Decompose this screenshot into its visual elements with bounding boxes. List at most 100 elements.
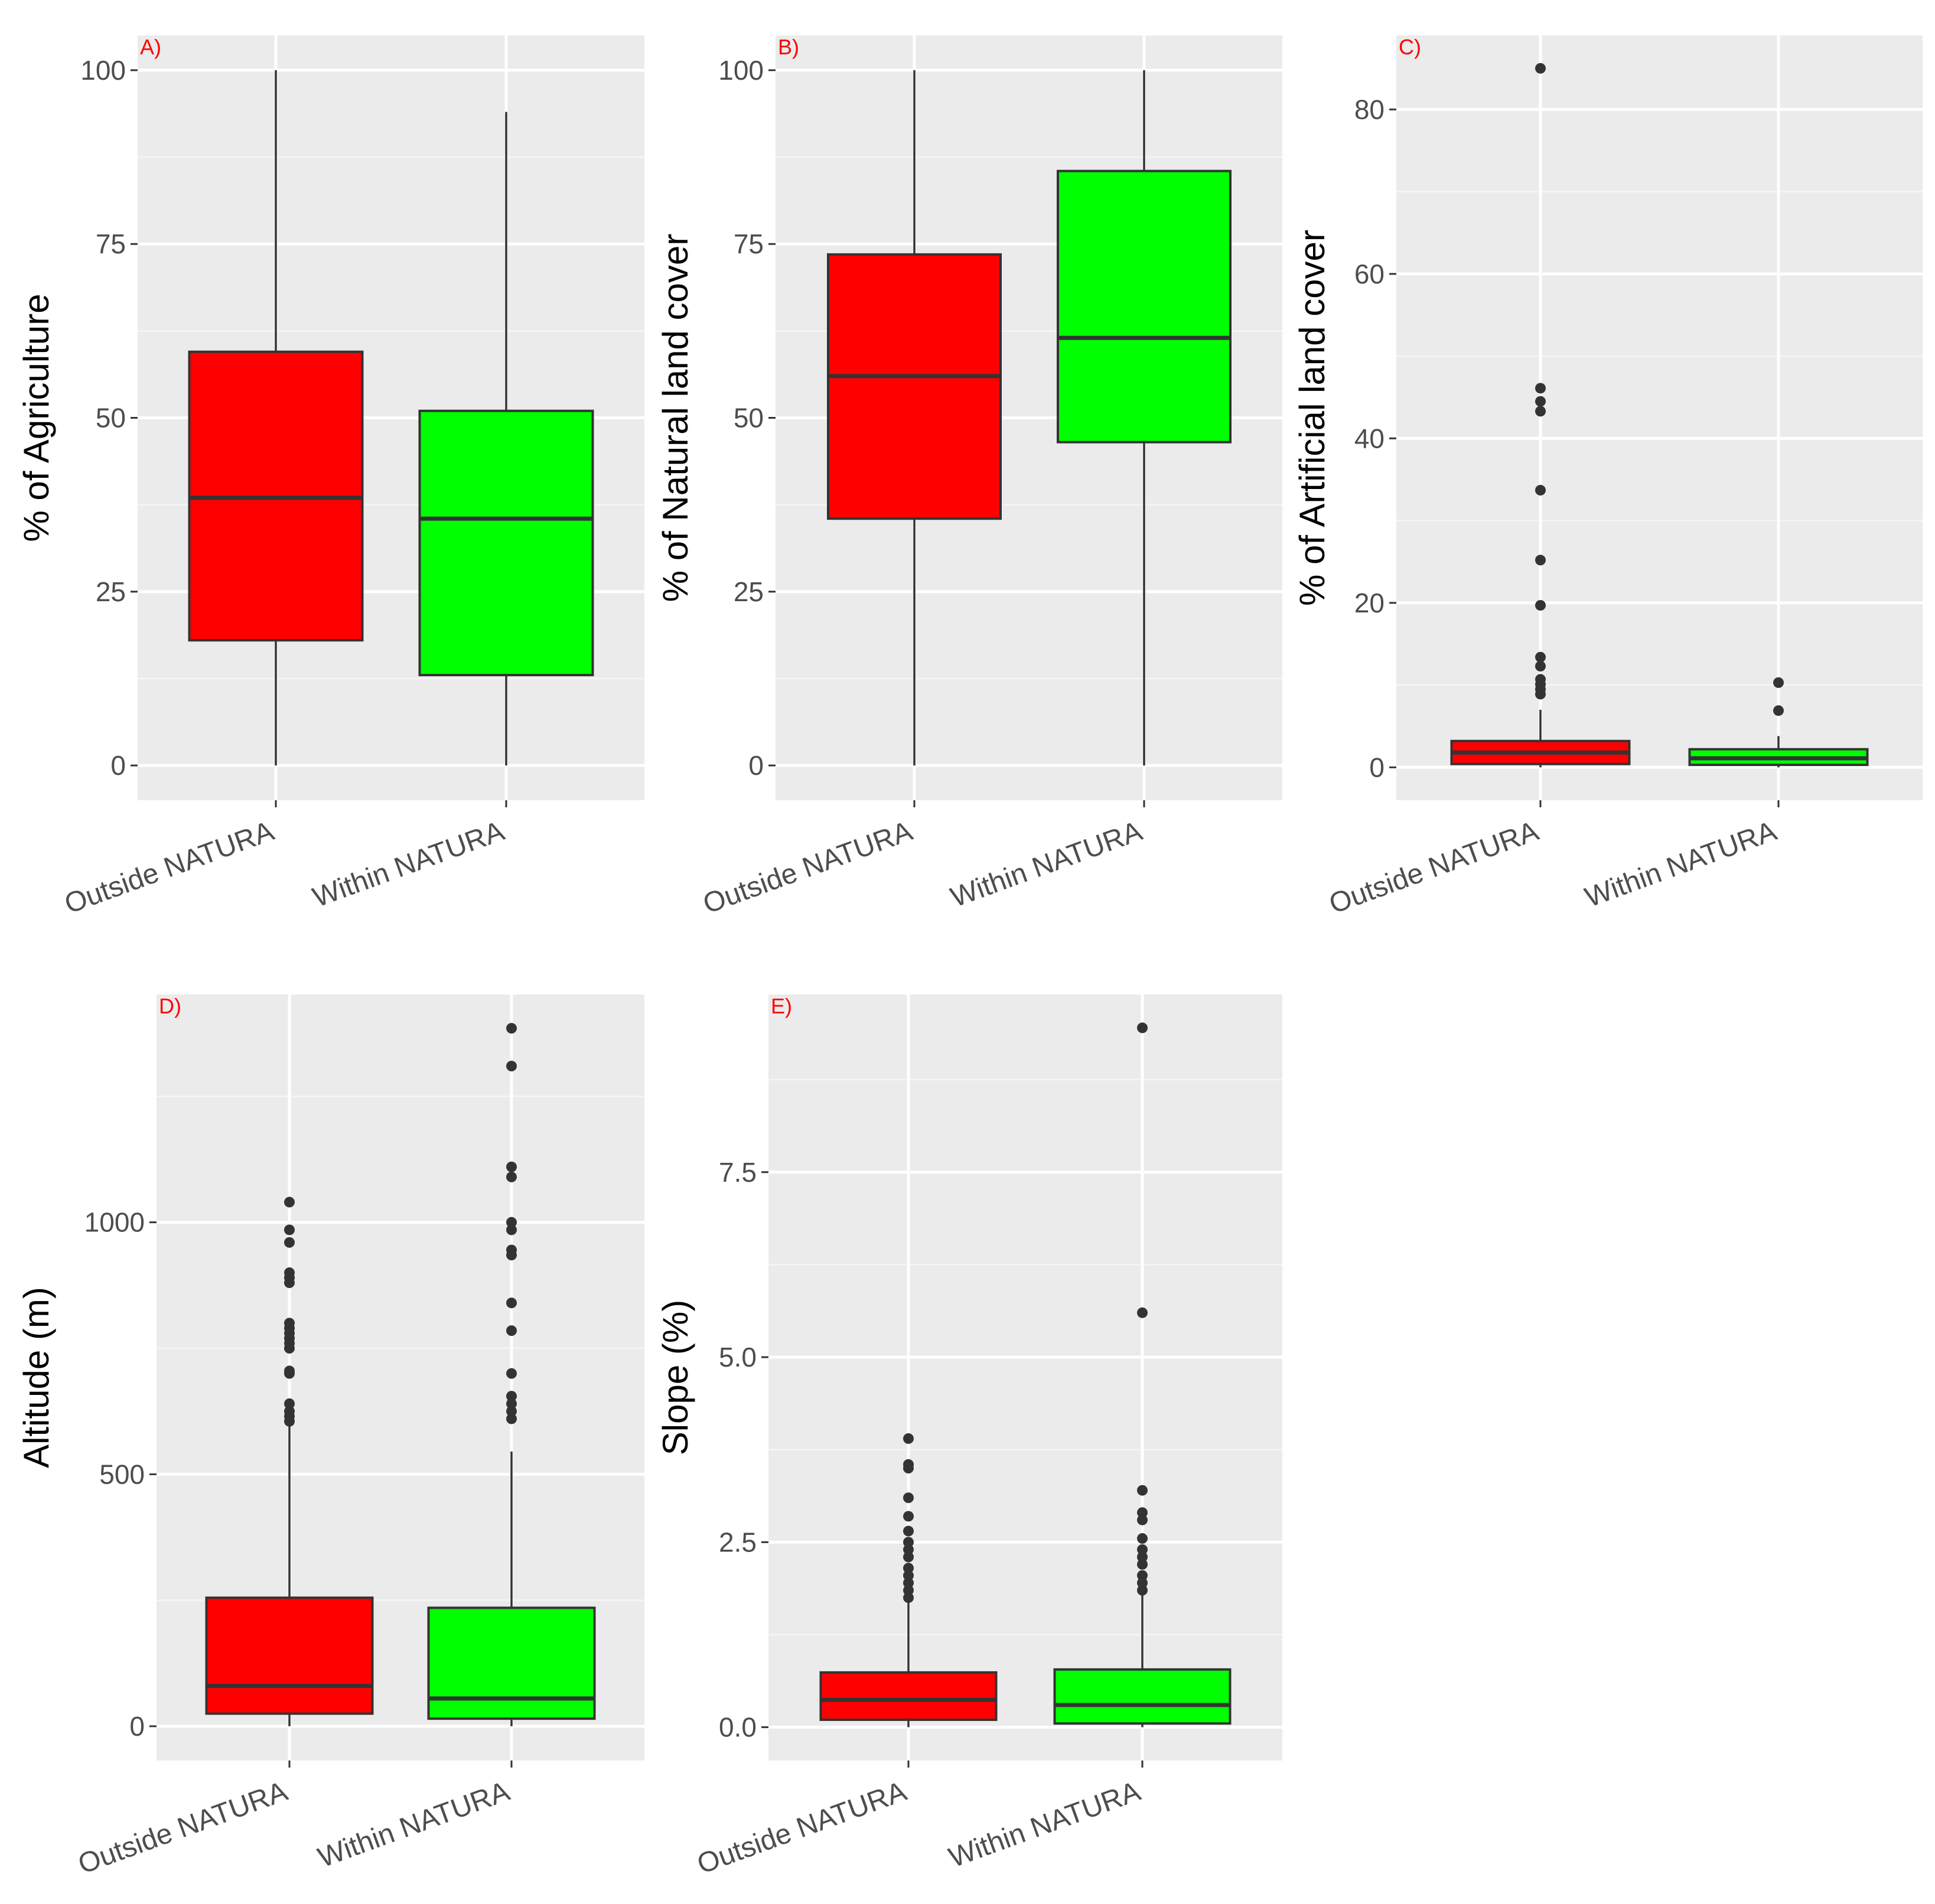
outlier-point — [506, 1217, 517, 1228]
outlier-point — [284, 1267, 295, 1279]
y-tick-label: 100 — [718, 55, 764, 86]
outlier-point — [1137, 1559, 1148, 1570]
outlier-point — [284, 1398, 295, 1409]
y-tick-label: 50 — [734, 403, 764, 433]
outlier-point — [1535, 383, 1546, 394]
outlier-point — [1535, 63, 1546, 74]
outlier-point — [903, 1525, 914, 1537]
outlier-point — [1535, 485, 1546, 496]
outlier-point — [506, 1391, 517, 1402]
outlier-point — [1535, 661, 1546, 672]
outlier-point — [1137, 1577, 1148, 1589]
outlier-point — [506, 1368, 517, 1379]
outlier-point — [1137, 1514, 1148, 1525]
outlier-point — [903, 1459, 914, 1470]
iqr-box — [1057, 169, 1232, 444]
outlier-point — [903, 1570, 914, 1581]
outlier-point — [903, 1544, 914, 1555]
y-tick-label: 25 — [734, 576, 764, 607]
box-outside-natura — [1450, 63, 1631, 768]
y-tick-label: 1000 — [84, 1207, 145, 1238]
y-tick-label: 75 — [734, 229, 764, 259]
y-tick-label: 0.0 — [719, 1712, 757, 1743]
iqr-box — [827, 253, 1002, 520]
outlier-point — [506, 1161, 517, 1172]
y-tick-label: 75 — [96, 229, 126, 259]
outlier-point — [1137, 1022, 1148, 1033]
box-within-natura — [1057, 70, 1232, 766]
panel-label: C) — [1399, 35, 1421, 59]
panel-label: D) — [159, 994, 181, 1018]
y-tick-label: 7.5 — [719, 1157, 757, 1188]
panel-label: A) — [140, 35, 161, 59]
outlier-point — [1535, 599, 1546, 611]
outlier-point — [1773, 677, 1784, 688]
iqr-box — [427, 1606, 596, 1720]
outlier-point — [506, 1297, 517, 1309]
iqr-box — [418, 409, 594, 677]
outlier-point — [1137, 1551, 1148, 1563]
outlier-point — [506, 1398, 517, 1409]
outlier-point — [1535, 406, 1546, 417]
outlier-point — [1137, 1485, 1148, 1496]
box-outside-natura — [188, 70, 364, 766]
outlier-point — [1773, 705, 1784, 716]
outlier-point — [1535, 396, 1546, 407]
outlier-point — [284, 1318, 295, 1329]
outlier-point — [903, 1511, 914, 1522]
box-within-natura — [427, 1023, 596, 1726]
y-tick-label: 40 — [1354, 423, 1385, 454]
panel-background — [768, 995, 1282, 1760]
y-tick-label: 20 — [1354, 588, 1385, 618]
outlier-point — [1137, 1544, 1148, 1555]
outlier-point — [506, 1224, 517, 1235]
iqr-box — [819, 1671, 998, 1722]
panel-background — [1396, 35, 1923, 800]
y-tick-label: 0 — [110, 750, 126, 781]
y-axis-title: % of Natural land cover — [656, 234, 695, 602]
outlier-point — [903, 1551, 914, 1563]
y-axis-title: Slope (%) — [656, 1300, 695, 1455]
box-within-natura — [1053, 1022, 1232, 1727]
box-within-natura — [1688, 677, 1869, 768]
outlier-point — [903, 1585, 914, 1596]
outlier-point — [506, 1325, 517, 1336]
iqr-box — [1053, 1668, 1232, 1725]
outlier-point — [1137, 1307, 1148, 1318]
outlier-point — [1137, 1570, 1148, 1581]
outlier-point — [506, 1406, 517, 1417]
y-tick-label: 0 — [129, 1711, 145, 1742]
y-axis-title: Altitude (m) — [17, 1287, 56, 1468]
outlier-point — [506, 1244, 517, 1256]
outlier-point — [1535, 674, 1546, 685]
y-tick-label: 80 — [1354, 94, 1385, 125]
y-tick-label: 50 — [96, 403, 126, 433]
outlier-point — [506, 1061, 517, 1072]
outlier-point — [903, 1563, 914, 1574]
outlier-point — [284, 1365, 295, 1377]
outlier-point — [903, 1577, 914, 1589]
outlier-point — [506, 1171, 517, 1182]
box-outside-natura — [205, 1196, 374, 1726]
outlier-point — [903, 1537, 914, 1548]
panel-label: B) — [778, 35, 799, 59]
box-outside-natura — [819, 1433, 998, 1727]
y-tick-label: 2.5 — [719, 1527, 757, 1557]
y-tick-label: 0 — [1369, 752, 1385, 783]
y-axis-title: % of Agriculture — [17, 294, 56, 542]
outlier-point — [1535, 651, 1546, 663]
panel-label: E) — [771, 994, 792, 1018]
outlier-point — [284, 1406, 295, 1417]
y-tick-label: 60 — [1354, 259, 1385, 289]
outlier-point — [1137, 1585, 1148, 1596]
y-tick-label: 500 — [99, 1459, 145, 1489]
outlier-point — [1137, 1507, 1148, 1518]
box-outside-natura — [827, 70, 1002, 766]
y-axis-title: % of Artificial land cover — [1292, 230, 1332, 606]
outlier-point — [284, 1237, 295, 1248]
outlier-point — [1535, 555, 1546, 566]
iqr-box — [205, 1596, 374, 1715]
